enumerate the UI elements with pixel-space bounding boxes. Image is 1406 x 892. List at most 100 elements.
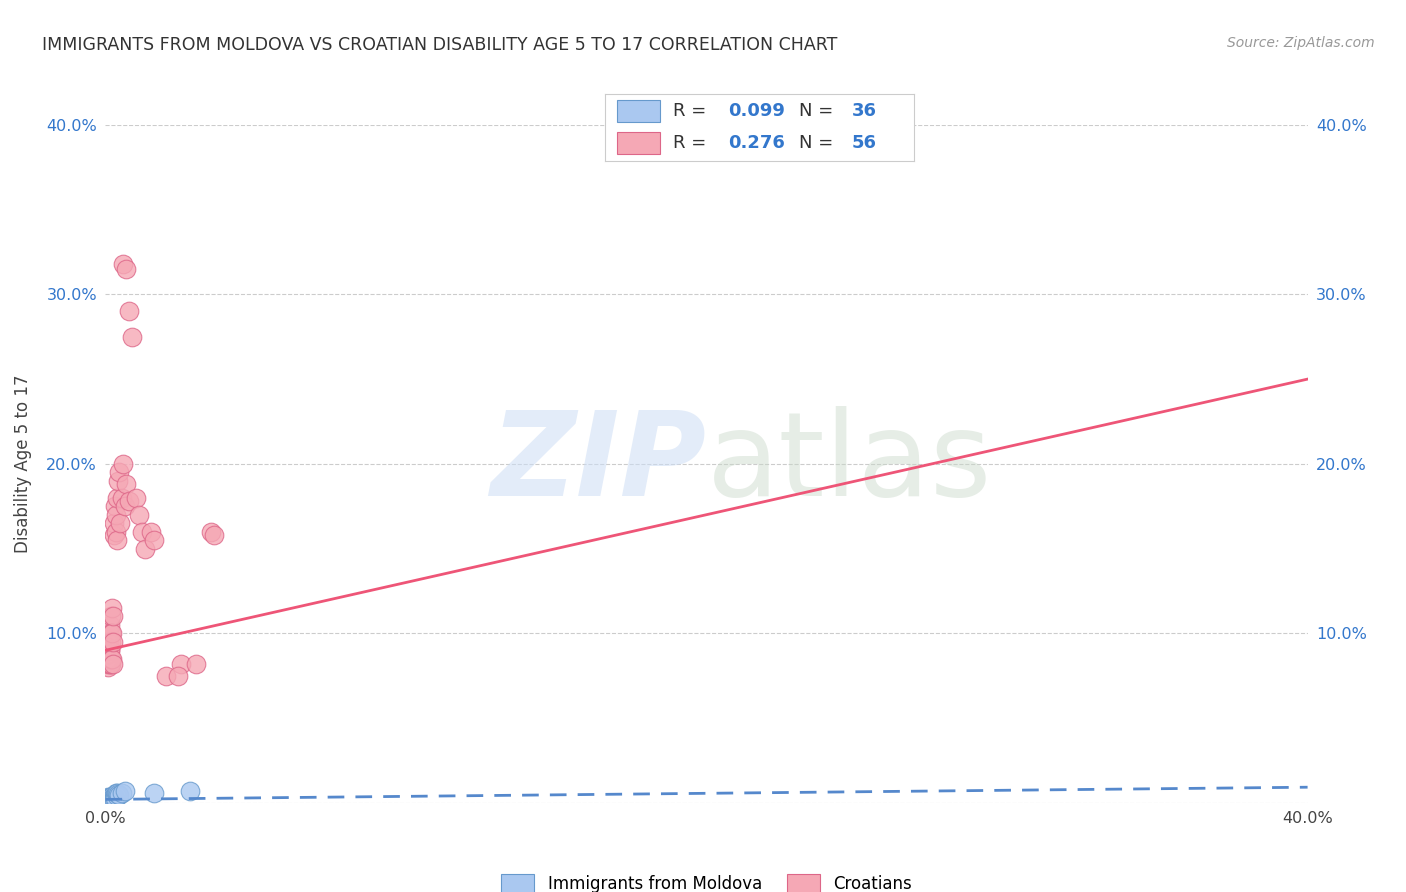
Point xyxy=(155,669,177,683)
Point xyxy=(97,626,120,640)
Point xyxy=(124,491,146,505)
Point xyxy=(96,643,118,657)
Point xyxy=(97,794,120,808)
Point xyxy=(142,787,165,801)
Point xyxy=(107,466,129,480)
Point xyxy=(121,330,143,344)
Point xyxy=(96,651,118,665)
Y-axis label: Disability Age 5 to 17: Disability Age 5 to 17 xyxy=(14,375,32,553)
Point xyxy=(97,793,120,807)
Point xyxy=(97,793,120,807)
Point xyxy=(100,791,122,805)
Point xyxy=(104,791,127,805)
Point xyxy=(112,257,135,271)
Point xyxy=(134,541,156,556)
Point xyxy=(101,609,124,624)
Point xyxy=(97,791,120,805)
Text: ZIP: ZIP xyxy=(491,407,707,521)
Point xyxy=(100,657,122,671)
Point xyxy=(114,500,136,514)
Point xyxy=(112,457,135,471)
Point xyxy=(100,601,122,615)
Point xyxy=(97,789,120,804)
Point xyxy=(96,791,118,805)
Point xyxy=(98,618,121,632)
Point xyxy=(98,791,121,805)
Point xyxy=(107,474,129,488)
Point xyxy=(107,788,129,801)
Point xyxy=(104,787,127,801)
Point xyxy=(100,651,122,665)
Point xyxy=(97,660,120,674)
Point xyxy=(101,793,124,807)
Point xyxy=(101,790,124,805)
Point xyxy=(115,262,138,277)
Point xyxy=(118,304,141,318)
Text: R =: R = xyxy=(672,134,711,152)
Point xyxy=(184,657,207,671)
Point xyxy=(166,669,188,683)
Point xyxy=(101,635,124,649)
Point xyxy=(98,792,121,806)
Point xyxy=(100,790,122,805)
Legend: Immigrants from Moldova, Croatians: Immigrants from Moldova, Croatians xyxy=(494,867,920,892)
Point xyxy=(202,528,225,542)
Point xyxy=(107,786,129,800)
Point xyxy=(131,524,153,539)
Text: N =: N = xyxy=(800,102,839,120)
Point xyxy=(111,786,134,800)
Point xyxy=(104,524,127,539)
Point xyxy=(110,516,132,530)
Point xyxy=(98,643,121,657)
Point xyxy=(101,789,124,803)
Point xyxy=(101,791,124,805)
Text: 0.276: 0.276 xyxy=(728,134,785,152)
Point xyxy=(98,635,121,649)
Point xyxy=(103,792,125,806)
Point xyxy=(118,494,141,508)
Point xyxy=(179,784,201,798)
Text: 36: 36 xyxy=(852,102,877,120)
Point xyxy=(97,635,120,649)
Point xyxy=(101,626,124,640)
Point xyxy=(100,792,122,806)
Point xyxy=(103,789,125,804)
Point xyxy=(103,657,125,671)
Point xyxy=(139,524,162,539)
Point xyxy=(104,500,127,514)
Point xyxy=(100,626,122,640)
Point xyxy=(100,789,122,804)
Point xyxy=(105,789,128,803)
Text: IMMIGRANTS FROM MOLDOVA VS CROATIAN DISABILITY AGE 5 TO 17 CORRELATION CHART: IMMIGRANTS FROM MOLDOVA VS CROATIAN DISA… xyxy=(42,36,838,54)
Point xyxy=(98,792,121,806)
Point xyxy=(98,790,121,805)
Text: atlas: atlas xyxy=(707,407,991,521)
Point xyxy=(101,651,124,665)
Text: N =: N = xyxy=(800,134,839,152)
Point xyxy=(103,793,125,807)
Point xyxy=(98,651,121,665)
Point xyxy=(169,657,191,671)
Point xyxy=(114,784,136,798)
Text: 56: 56 xyxy=(852,134,877,152)
Point xyxy=(100,635,122,649)
Point xyxy=(98,643,121,657)
Point xyxy=(98,793,121,807)
Point xyxy=(115,477,138,491)
Point xyxy=(98,657,121,671)
Text: R =: R = xyxy=(672,102,711,120)
Point xyxy=(100,609,122,624)
Text: 0.099: 0.099 xyxy=(728,102,785,120)
Point xyxy=(103,516,125,530)
Point xyxy=(97,647,120,661)
Point xyxy=(108,788,131,802)
Point xyxy=(100,793,122,807)
Point xyxy=(105,533,128,548)
Point xyxy=(96,790,118,805)
Point xyxy=(98,791,121,805)
Point xyxy=(105,508,128,522)
FancyBboxPatch shape xyxy=(617,100,661,122)
FancyBboxPatch shape xyxy=(617,132,661,154)
Point xyxy=(128,508,150,522)
Point xyxy=(96,640,118,654)
